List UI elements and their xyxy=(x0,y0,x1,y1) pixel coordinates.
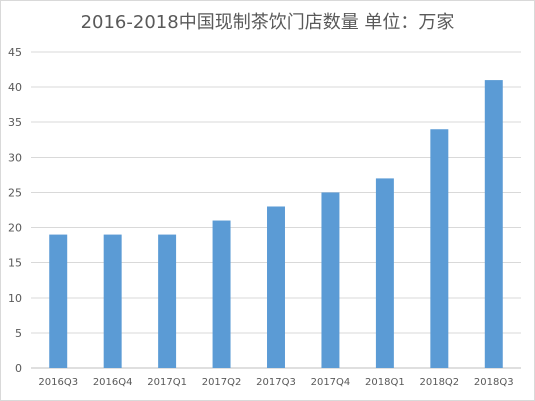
x-tick-label: 2018Q2 xyxy=(419,377,459,388)
x-tick-label: 2017Q3 xyxy=(256,377,296,388)
y-tick-label: 40 xyxy=(8,81,22,94)
bar xyxy=(321,192,340,368)
y-tick-label: 20 xyxy=(8,222,22,235)
y-tick-label: 5 xyxy=(15,327,22,340)
chart-title: 2016-2018中国现制茶饮门店数量 单位：万家 xyxy=(80,12,455,33)
x-tick-label: 2017Q1 xyxy=(147,377,187,388)
y-tick-label: 0 xyxy=(15,362,22,375)
x-tick-label: 2017Q2 xyxy=(202,377,242,388)
y-tick-label: 15 xyxy=(8,257,22,270)
x-tick-label: 2016Q4 xyxy=(93,377,133,388)
y-tick-label: 35 xyxy=(8,116,22,129)
bar xyxy=(430,129,449,368)
x-tick-label: 2017Q4 xyxy=(311,377,351,388)
y-tick-label: 25 xyxy=(8,186,22,199)
x-tick-label: 2016Q3 xyxy=(38,377,78,388)
y-tick-label: 45 xyxy=(8,46,22,59)
x-tick-label: 2018Q1 xyxy=(365,377,405,388)
bar xyxy=(267,206,285,368)
bar xyxy=(49,234,68,368)
bar xyxy=(158,234,177,368)
bar xyxy=(375,178,394,368)
bar xyxy=(212,220,231,368)
x-tick-label: 2018Q3 xyxy=(474,377,514,388)
y-tick-label: 10 xyxy=(8,292,22,305)
y-tick-label: 30 xyxy=(8,151,22,164)
bar xyxy=(484,80,503,368)
bar xyxy=(103,234,122,368)
